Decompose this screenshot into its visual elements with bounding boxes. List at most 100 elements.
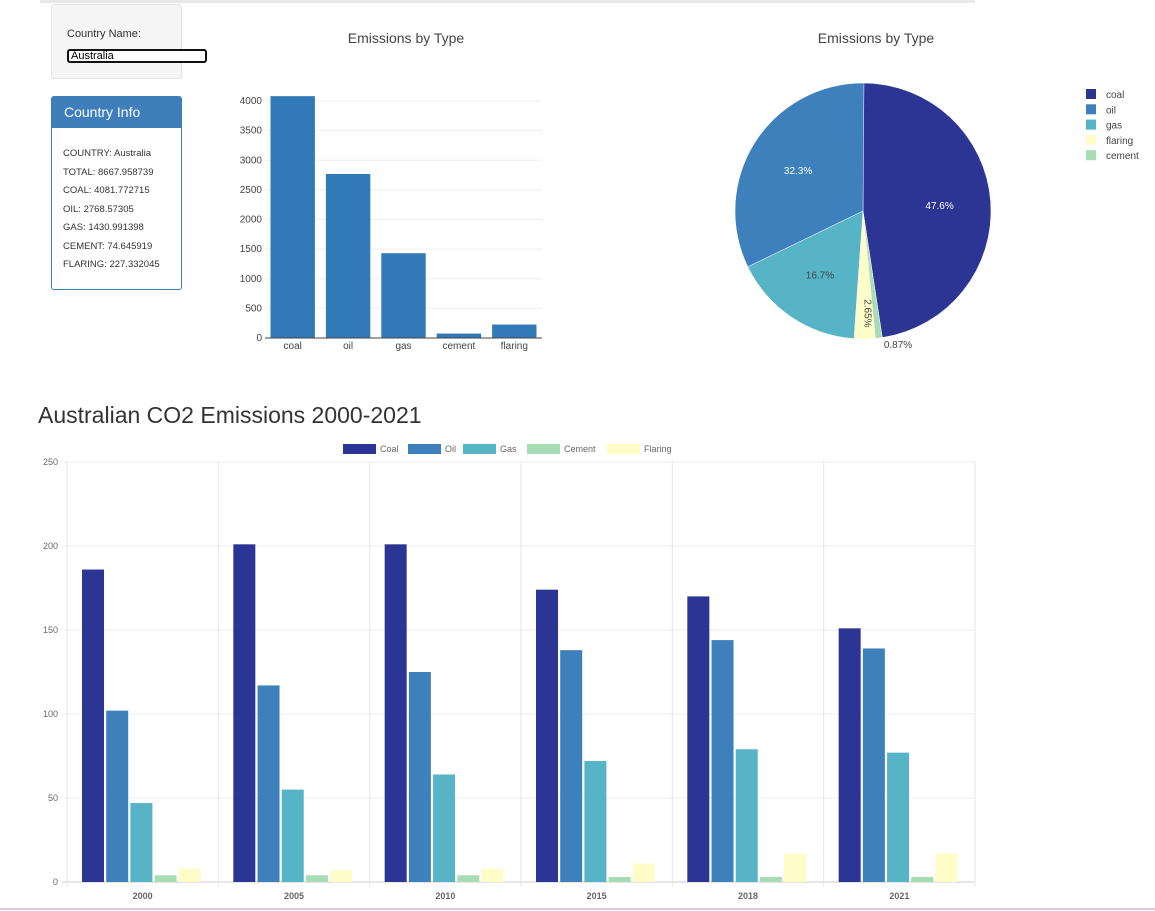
pie-slice-gas (747, 210, 864, 339)
legend-swatch-flaring (607, 444, 640, 454)
y-tick-label: 1000 (240, 274, 263, 285)
bar-chart-title: Emissions by Type (347, 30, 465, 46)
country-info-panel: Country Info COUNTRY: Australia TOTAL: 8… (51, 96, 182, 290)
bar-cement-2000 (154, 875, 177, 882)
bar-cement-2021 (911, 876, 934, 882)
bar-oil-2021 (862, 648, 885, 882)
bar-cement-2015 (608, 876, 631, 882)
info-flaring: FLARING: 227.332045 (63, 259, 160, 270)
legend-swatch-gas (1086, 119, 1096, 130)
legend-label-cement: cement (1106, 151, 1139, 162)
legend-label-flaring: flaring (1106, 136, 1133, 147)
legend-swatch-flaring (1086, 134, 1096, 145)
legend-label-cement: Cement (564, 444, 596, 454)
y-tick-label: 500 (245, 303, 262, 314)
pie-slice-coal (862, 82, 992, 338)
legend-swatch-gas (463, 444, 496, 454)
bar-oil-2000 (106, 710, 129, 882)
bar-coal-2005 (233, 544, 256, 882)
y-tick-label: 200 (43, 541, 58, 551)
legend-label-oil: Oil (445, 444, 456, 454)
x-tick-label: oil (343, 341, 353, 352)
pie-label-oil: 32.3% (784, 166, 812, 177)
info-coal: COAL: 4081.772715 (63, 185, 150, 196)
y-tick-label: 1500 (240, 244, 263, 255)
bar-flaring-2015 (632, 863, 655, 882)
y-tick-label: 3000 (240, 155, 263, 166)
x-tick-label: cement (443, 341, 476, 352)
pie-chart-title: Emissions by Type (817, 30, 935, 46)
bar-oil-2018 (711, 640, 734, 882)
y-tick-label: 3500 (240, 126, 263, 137)
bar-gas-2018 (735, 749, 758, 882)
bar-gas-2005 (281, 789, 304, 882)
y-tick-label: 250 (43, 457, 58, 467)
bar-coal-2015 (536, 589, 558, 882)
bar-coal (270, 96, 315, 338)
x-tick-label: coal (284, 341, 302, 352)
bar-flaring-2010 (481, 868, 504, 882)
legend-swatch-cement (1086, 150, 1096, 161)
bar-flaring-2000 (178, 868, 201, 882)
legend-label-flaring: Flaring (644, 444, 672, 454)
x-tick-label: 2000 (133, 891, 153, 901)
bar-flaring-2005 (330, 870, 353, 882)
bar-oil-2010 (408, 672, 431, 882)
bar-coal-2000 (82, 569, 104, 882)
bar-cement-2018 (759, 876, 782, 882)
x-tick-label: gas (395, 341, 411, 352)
bottom-border (0, 908, 1155, 910)
x-tick-label: 2018 (738, 891, 758, 901)
bar-gas-2000 (130, 803, 153, 882)
pie-label-flaring: 2.65% (861, 299, 872, 327)
bar-gas-2015 (584, 761, 607, 882)
y-tick-label: 150 (43, 625, 58, 635)
pie-label-gas: 16.7% (806, 271, 834, 282)
bar-cement (436, 333, 482, 338)
pie-label-cement: 0.87% (884, 340, 912, 351)
info-cement: CEMENT: 74.645919 (63, 240, 153, 252)
info-oil: OIL: 2768.57305 (63, 203, 134, 215)
y-tick-label: 0 (53, 877, 58, 887)
y-tick-label: 100 (43, 709, 58, 719)
y-tick-label: 0 (256, 333, 262, 344)
bar-coal-2018 (687, 596, 710, 882)
legend-swatch-oil (1086, 104, 1096, 115)
x-tick-label: 2005 (284, 891, 304, 901)
bar-gas (381, 253, 426, 338)
bar-gas-2021 (887, 752, 910, 882)
legend-label-gas: gas (1106, 121, 1122, 132)
legend-swatch-cement (527, 444, 560, 454)
pie-slice-oil (734, 82, 865, 268)
legend-label-gas: Gas (500, 444, 517, 454)
bar-oil-2015 (560, 650, 583, 882)
pie-label-coal: 47.6% (925, 201, 953, 212)
top-bar (40, 0, 975, 3)
info-total: TOTAL: 8667.958739 (63, 166, 154, 178)
legend-swatch-coal (1086, 89, 1096, 99)
bar-flaring-2018 (784, 853, 807, 882)
x-tick-label: 2010 (435, 891, 455, 901)
legend-label-coal: Coal (380, 444, 399, 454)
emissions-history-title: Australian CO2 Emissions 2000-2021 (38, 402, 422, 428)
y-tick-label: 4000 (240, 96, 263, 107)
legend-swatch-coal (343, 444, 376, 454)
country-name-label: Country Name: (67, 28, 141, 40)
y-tick-label: 2000 (240, 215, 263, 226)
legend-swatch-oil (408, 444, 441, 454)
info-gas: GAS: 1430.991398 (63, 222, 144, 233)
bar-flaring-2021 (935, 853, 958, 882)
x-tick-label: 2015 (587, 891, 607, 901)
legend-label-oil: oil (1106, 105, 1116, 116)
x-tick-label: 2021 (889, 891, 909, 901)
country-name-input[interactable] (67, 49, 207, 63)
bar-oil-2005 (257, 685, 280, 882)
y-tick-label: 50 (48, 793, 58, 803)
country-form: Country Name: (51, 4, 207, 79)
bar-flaring (492, 324, 537, 338)
bar-cement-2005 (305, 875, 328, 882)
bar-gas-2010 (433, 774, 456, 882)
x-tick-label: flaring (501, 341, 528, 352)
y-tick-label: 2500 (240, 185, 263, 196)
